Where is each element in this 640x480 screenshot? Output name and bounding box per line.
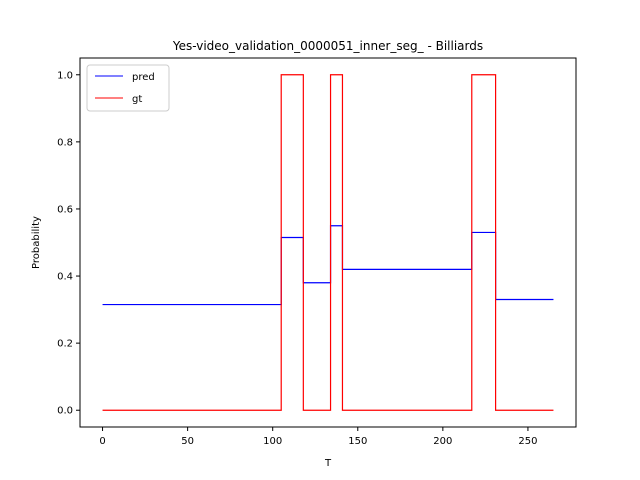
legend-label-gt: gt (132, 94, 142, 105)
legend: pred gt (86, 64, 170, 112)
y-tick-label: 0.4 (57, 272, 73, 283)
x-tick-label: 150 (348, 436, 367, 447)
legend-label-pred: pred (132, 72, 155, 83)
series-line-gt (102, 74, 554, 411)
y-axis-label: Probability (31, 216, 42, 269)
chart-title: Yes-video_validation_0000051_inner_seg_ … (172, 39, 483, 53)
y-tick-label: 0.6 (57, 204, 73, 215)
y-tick-label: 0.8 (57, 137, 73, 148)
y-tick-label: 0.2 (57, 339, 73, 350)
x-axis: 0 50 100 150 200 250 (99, 427, 537, 447)
plot-frame (79, 57, 577, 428)
x-tick-label: 50 (181, 436, 194, 447)
legend-box (86, 64, 170, 112)
x-tick-label: 250 (518, 436, 537, 447)
x-tick-label: 0 (99, 436, 105, 447)
series-layer (102, 74, 554, 411)
series-line-pred (102, 225, 554, 306)
y-tick-label: 0.0 (57, 406, 73, 417)
x-axis-label: T (324, 458, 332, 469)
x-tick-label: 200 (433, 436, 452, 447)
y-tick-label: 1.0 (57, 70, 73, 81)
x-tick-label: 100 (263, 436, 282, 447)
y-axis: 0.0 0.2 0.4 0.6 0.8 1.0 (57, 70, 80, 417)
